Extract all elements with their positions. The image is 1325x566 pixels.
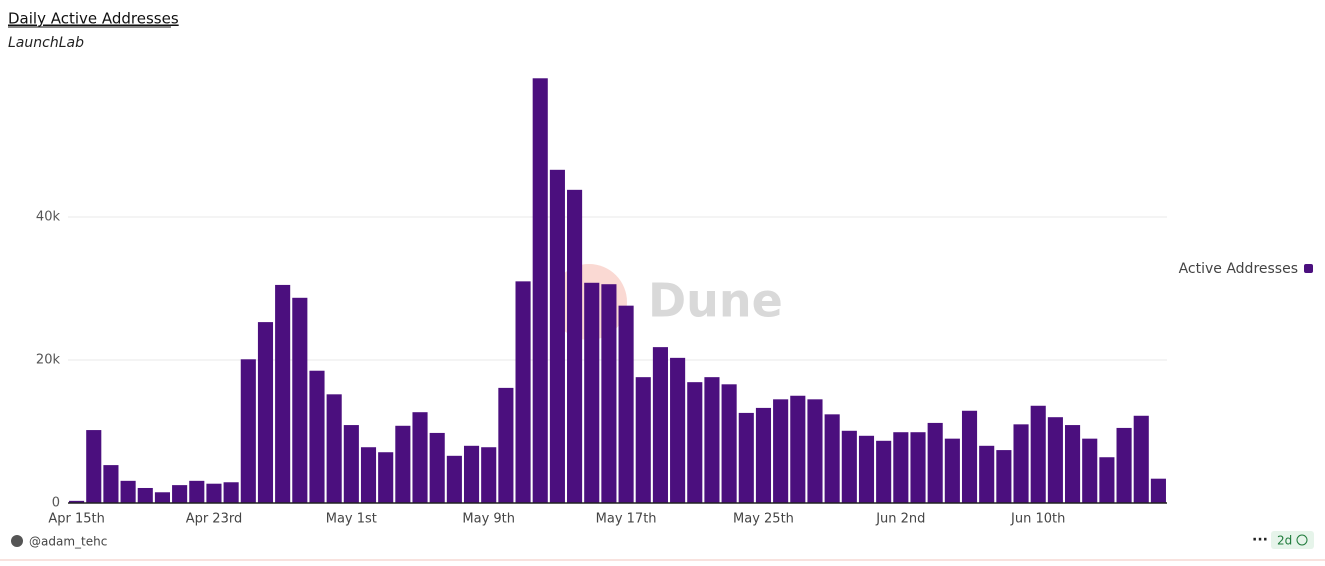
watermark: Dune	[648, 274, 783, 328]
bar	[944, 438, 960, 503]
chart-title[interactable]: Daily Active Addresses	[8, 10, 179, 28]
bar	[1082, 438, 1098, 503]
bar	[395, 425, 411, 503]
bar	[1099, 457, 1115, 503]
refresh-icon	[1296, 534, 1308, 546]
bar	[189, 480, 205, 503]
bar	[927, 422, 943, 503]
bar	[1150, 478, 1166, 503]
x-tick-label: May 9th	[462, 512, 515, 527]
bar	[240, 359, 256, 503]
bar	[1116, 427, 1132, 503]
bar	[738, 412, 754, 503]
bar	[790, 395, 806, 503]
bar	[979, 445, 995, 503]
bar	[86, 430, 102, 503]
bar	[412, 412, 428, 503]
bar	[515, 281, 531, 503]
refresh-label: 2d	[1277, 534, 1292, 548]
x-tick-label: May 1st	[326, 512, 377, 527]
bar	[275, 284, 291, 503]
bar	[996, 450, 1012, 503]
bar	[584, 282, 600, 503]
author[interactable]: @adam_tehc	[29, 535, 107, 549]
bar	[378, 452, 394, 503]
bar	[154, 492, 171, 503]
legend-swatch	[1304, 264, 1313, 273]
bar	[601, 284, 617, 503]
x-tick-label: Apr 15th	[48, 512, 105, 527]
bar	[257, 322, 274, 503]
bar	[1133, 415, 1149, 503]
x-tick-label: May 25th	[733, 512, 794, 527]
bar	[652, 347, 668, 503]
bar	[1047, 417, 1063, 503]
bar	[1030, 405, 1046, 503]
menu-dots[interactable]: ···	[1252, 532, 1268, 548]
bar	[326, 394, 342, 503]
y-tick-label: 40k	[36, 210, 61, 225]
bar	[172, 485, 188, 503]
bar	[824, 414, 840, 503]
y-tick-label: 20k	[36, 353, 61, 368]
bar	[120, 480, 136, 503]
bar	[343, 425, 359, 503]
bar	[807, 399, 823, 503]
bar	[721, 384, 737, 503]
bar	[206, 483, 222, 503]
bar	[532, 78, 548, 503]
bar	[773, 399, 789, 503]
bar	[910, 432, 926, 503]
bar	[858, 435, 875, 503]
bar	[309, 370, 325, 503]
bar	[223, 482, 239, 503]
bar	[463, 445, 480, 503]
bar	[755, 407, 772, 503]
bar	[549, 169, 565, 503]
bar	[1064, 425, 1081, 503]
x-tick-label: Jun 2nd	[875, 512, 925, 527]
x-tick-label: May 17th	[596, 512, 657, 527]
author-avatar	[11, 535, 23, 547]
x-tick-label: Jun 10th	[1010, 512, 1065, 527]
bar	[567, 189, 583, 503]
bar	[687, 382, 703, 503]
bar	[635, 377, 651, 503]
bar	[292, 297, 308, 503]
bar	[69, 500, 85, 503]
bar	[481, 447, 497, 503]
legend-label: Active Addresses	[1179, 261, 1298, 277]
x-tick-label: Apr 23rd	[186, 512, 243, 527]
bar	[498, 387, 514, 503]
bar	[961, 410, 978, 503]
bar	[103, 465, 119, 503]
bar	[429, 432, 445, 503]
chart-subtitle: LaunchLab	[8, 35, 84, 51]
bar	[360, 447, 377, 503]
bar	[618, 305, 634, 503]
bar	[893, 432, 909, 503]
bar	[1013, 424, 1029, 503]
bar	[446, 455, 462, 503]
bar	[841, 430, 857, 503]
bar	[876, 440, 892, 503]
bar	[704, 377, 720, 503]
bar	[670, 357, 686, 503]
y-tick-label: 0	[52, 496, 60, 511]
bar	[137, 487, 153, 503]
